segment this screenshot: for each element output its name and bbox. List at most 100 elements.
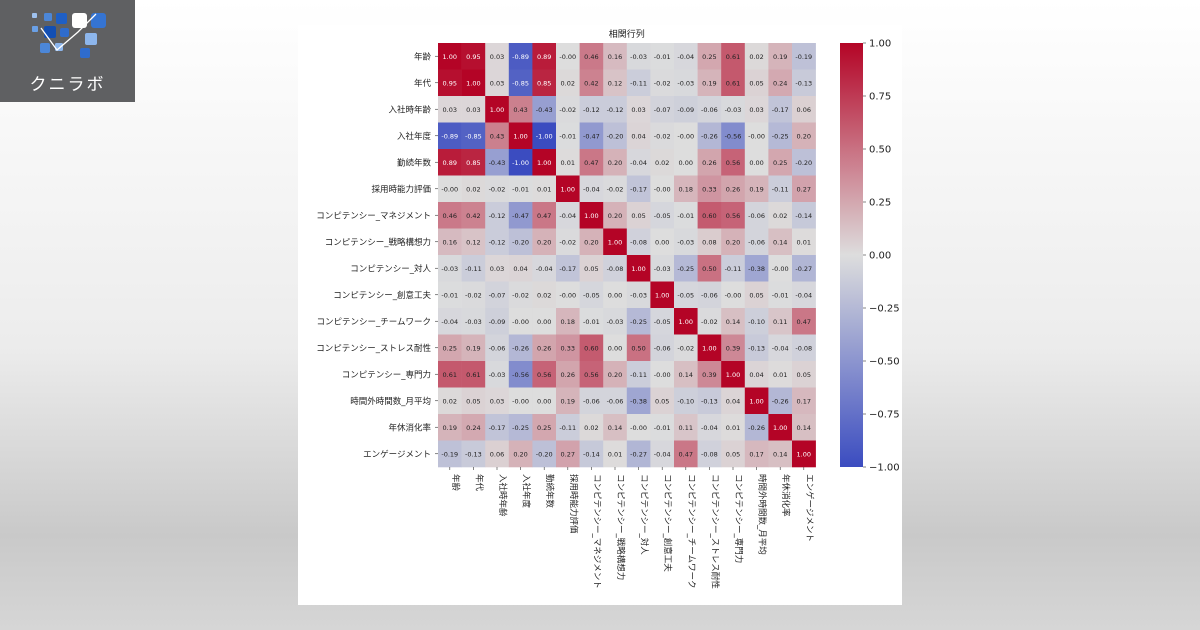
cell-value-label: -0.00 [654,371,671,379]
heatmap-cell [721,334,746,362]
heatmap-cell [461,440,486,468]
heatmap-cell [792,96,816,123]
heatmap-cell [650,96,675,123]
heatmap-cell [532,122,557,150]
heatmap-cell [532,308,557,335]
cell-value-label: 0.05 [726,450,740,458]
cell-value-label: -0.12 [489,238,506,246]
heatmap-cell [768,122,793,150]
heatmap-cell [626,361,651,388]
heatmap-cell [556,175,580,203]
heatmap-cell [532,175,557,203]
y-tick-label: 勤続年数 [397,157,432,168]
cell-value-label: 0.61 [443,371,457,379]
cell-value-label: -0.00 [512,318,529,326]
heatmap-cell [603,122,628,150]
heatmap-cell [721,149,746,176]
heatmap-cell [438,69,462,97]
cell-value-label: -0.85 [465,132,482,140]
heatmap-cell [650,440,675,468]
cell-value-label: 0.16 [443,238,457,246]
heatmap-cell [650,202,675,229]
heatmap-cell [674,202,698,229]
heatmap-cell [674,255,698,282]
heatmap-cell [485,281,510,309]
heatmap-cell [603,387,628,415]
heatmap-cell [697,440,722,468]
heatmap-cell [603,308,628,335]
heatmap-cell [650,149,675,176]
heatmap-cell [532,440,557,468]
cell-value-label: -1.00 [536,132,553,140]
cell-value-label: -0.13 [795,79,812,87]
heatmap-cell [532,387,557,415]
cell-value-label: 0.18 [679,185,693,193]
cell-value-label: 0.25 [702,53,716,61]
cell-value-label: 0.04 [631,132,645,140]
heatmap-cell [438,149,462,176]
cell-value-label: 0.03 [490,79,504,87]
cell-value-label: -0.25 [630,318,647,326]
cell-value-label: -0.02 [677,344,694,352]
cell-value-label: 0.03 [490,265,504,273]
cell-value-label: 0.06 [797,106,811,114]
heatmap-cell [650,122,675,150]
heatmap-cell [650,414,675,441]
cell-value-label: 0.19 [561,397,575,405]
cell-value-label: 0.04 [749,371,763,379]
cell-value-label: 0.39 [726,344,740,352]
y-tick-label: コンピテンシー_対人 [350,263,431,274]
heatmap-cell [792,440,816,468]
cell-value-label: 0.03 [490,53,504,61]
heatmap-cell [556,228,580,256]
heatmap-cell [768,334,793,362]
cell-value-label: -0.07 [489,291,506,299]
heatmap-cell [532,361,557,388]
cell-value-label: -0.08 [701,450,718,458]
cell-value-label: 1.00 [584,212,598,220]
x-tick-label: コンピテンシー_マネジメント [591,474,601,589]
heatmap-cell [556,202,580,229]
cell-value-label: 0.61 [466,371,480,379]
cell-value-label: -0.01 [583,318,600,326]
cell-value-label: 1.00 [443,53,457,61]
heatmap-cell [508,202,533,229]
cell-value-label: 1.00 [537,159,551,167]
cell-value-label: -0.02 [559,238,576,246]
cell-value-label: -0.85 [512,79,529,87]
heatmap-cell [744,175,769,203]
cell-value-label: -0.17 [489,424,506,432]
cell-value-label: -0.06 [583,397,600,405]
heatmap-cell [768,387,793,415]
heatmap-cell [485,96,510,123]
heatmap-cell [744,361,769,388]
heatmap-cell [556,43,580,70]
cell-value-label: 0.00 [608,344,622,352]
heatmap-cell [697,175,722,203]
cell-value-label: -0.06 [489,344,506,352]
heatmap-cell [674,440,698,468]
cell-value-label: 0.95 [443,79,457,87]
cell-value-label: 0.05 [584,265,598,273]
cell-value-label: -0.04 [536,265,553,273]
cell-value-label: 0.42 [584,79,598,87]
heatmap-cell [674,122,698,150]
heatmap-cell [626,122,651,150]
cell-value-label: 0.08 [702,238,716,246]
cell-value-label: 0.20 [513,450,527,458]
heatmap-cell [792,414,816,441]
heatmap-cell [485,228,510,256]
cell-value-label: 0.85 [466,159,480,167]
heatmap-cell [744,387,769,415]
heatmap-cell [721,175,746,203]
cell-value-label: 0.12 [466,238,480,246]
cell-value-label: -0.43 [489,159,506,167]
heatmap-cell [792,149,816,176]
cell-value-label: -0.01 [559,132,576,140]
cell-value-label: -0.07 [654,106,671,114]
cell-value-label: -0.25 [512,424,529,432]
cell-value-label: 0.02 [773,212,787,220]
cell-value-label: 1.00 [490,106,504,114]
heatmap-cell [697,281,722,309]
heatmap-cell [792,43,816,70]
